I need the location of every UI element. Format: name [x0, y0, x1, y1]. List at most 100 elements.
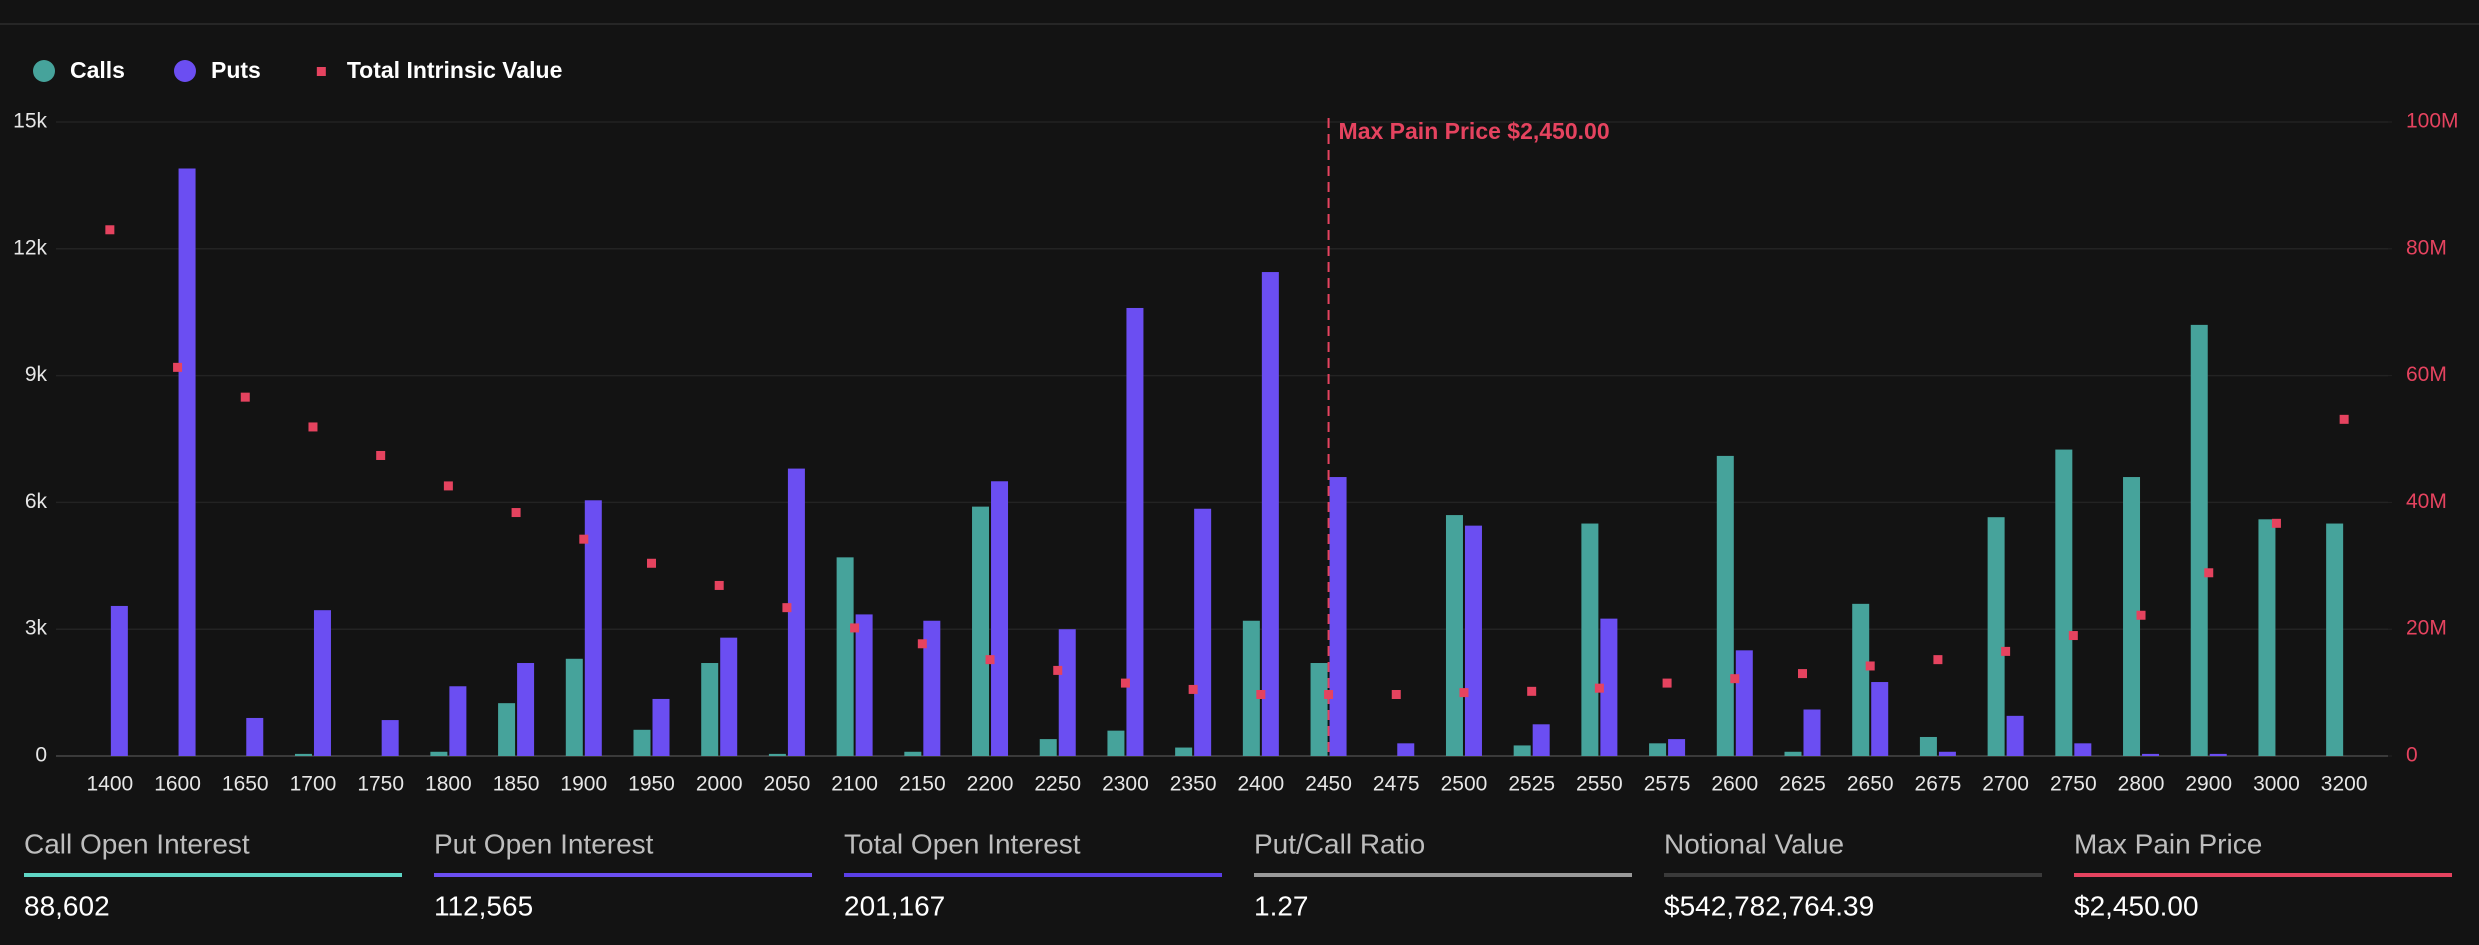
x-tick-label: 2000 [696, 773, 743, 796]
bar [1126, 307, 1144, 756]
stat-value: $2,450.00 [2074, 890, 2199, 921]
bar [1242, 620, 1260, 756]
x-tick-label: 1900 [560, 773, 607, 796]
intrinsic-point [2068, 631, 2078, 641]
bar [836, 557, 854, 756]
intrinsic-point [917, 639, 927, 649]
x-tick-label: 2800 [2118, 773, 2165, 796]
x-tick-label: 1700 [290, 773, 337, 796]
bar [1058, 629, 1076, 756]
x-tick-label: 1850 [493, 773, 540, 796]
x-tick-label: 2150 [899, 773, 946, 796]
intrinsic-point [579, 534, 589, 544]
x-tick-label: 2600 [1711, 773, 1758, 796]
x-tick-label: 2100 [831, 773, 878, 796]
stat-value: 88,602 [24, 890, 110, 921]
legend-label[interactable]: Calls [70, 57, 125, 83]
x-tick-label: 2575 [1644, 773, 1691, 796]
intrinsic-point [2271, 518, 2281, 528]
bar [2123, 477, 2141, 756]
intrinsic-point [1933, 655, 1943, 665]
x-tick-label: 1950 [628, 773, 675, 796]
bar [1649, 743, 1667, 756]
y-tick-label: 9k [25, 363, 48, 386]
bar [1716, 455, 1734, 756]
bar [652, 698, 670, 756]
intrinsic-point [714, 580, 724, 590]
bar [1464, 525, 1482, 756]
legend-marker [316, 67, 326, 76]
x-tick-label: 2200 [967, 773, 1014, 796]
bar [246, 717, 264, 756]
intrinsic-point [850, 623, 860, 633]
intrinsic-point [647, 558, 656, 568]
x-tick-label: 1600 [154, 773, 201, 796]
bar [855, 614, 873, 756]
x-tick-label: 1400 [86, 773, 133, 796]
bar [1107, 730, 1125, 756]
y2-tick-label: 20M [2406, 617, 2447, 640]
bar [1175, 747, 1193, 756]
bar [787, 468, 805, 756]
bar [1919, 736, 1937, 756]
bar [768, 753, 786, 756]
bar [498, 703, 516, 756]
stat-underline [1664, 873, 2042, 877]
legend-marker [173, 60, 196, 82]
intrinsic-point [1527, 686, 1537, 696]
x-tick-label: 2300 [1102, 773, 1149, 796]
legend-label[interactable]: Puts [211, 57, 261, 83]
bar [904, 751, 922, 756]
x-tick-label: 2350 [1170, 773, 1217, 796]
intrinsic-point [2001, 646, 2011, 656]
bar [701, 663, 719, 756]
y2-tick-label: 60M [2406, 363, 2447, 386]
x-tick-label: 2475 [1373, 773, 1420, 796]
stat-underline [24, 873, 402, 877]
bar [1871, 682, 1889, 756]
bar [517, 663, 535, 756]
x-tick-label: 2525 [1508, 773, 1555, 796]
legend-label[interactable]: Total Intrinsic Value [347, 57, 563, 83]
max-pain-label: Max Pain Price $2,450.00 [1339, 118, 1610, 144]
bar [313, 610, 331, 756]
x-tick-label: 2400 [1237, 773, 1284, 796]
bar [1532, 724, 1550, 756]
intrinsic-point [2339, 414, 2349, 424]
bar [2142, 753, 2160, 756]
stat-label: Call Open Interest [24, 828, 250, 859]
intrinsic-point [1256, 690, 1266, 700]
stat-value: 1.27 [1254, 890, 1309, 921]
y-tick-label: 15k [13, 110, 47, 133]
bar [720, 637, 738, 756]
bar [2209, 753, 2227, 756]
intrinsic-point [1798, 669, 1807, 679]
stat-underline [434, 873, 812, 877]
intrinsic-point [1391, 690, 1401, 700]
stat-label: Put Open Interest [434, 828, 654, 859]
bar [1261, 272, 1279, 756]
bar [110, 605, 128, 756]
bar [1803, 709, 1821, 756]
bar [1310, 663, 1328, 756]
y-tick-label: 12k [13, 236, 47, 259]
x-tick-label: 1800 [425, 773, 472, 796]
bar [381, 720, 399, 756]
bar [991, 481, 1009, 756]
x-tick-label: 2550 [1576, 773, 1623, 796]
bar [1581, 523, 1599, 756]
intrinsic-point [105, 225, 115, 235]
bar [1668, 739, 1686, 756]
intrinsic-point [782, 603, 792, 613]
intrinsic-point [443, 481, 453, 491]
x-tick-label: 2625 [1779, 773, 1826, 796]
bar [430, 751, 448, 756]
intrinsic-point [511, 508, 521, 518]
bar [1735, 650, 1753, 756]
y-tick-label: 3k [25, 617, 48, 640]
stat-label: Notional Value [1664, 828, 1844, 859]
y2-tick-label: 40M [2406, 490, 2447, 513]
stat-underline [1254, 873, 1632, 877]
